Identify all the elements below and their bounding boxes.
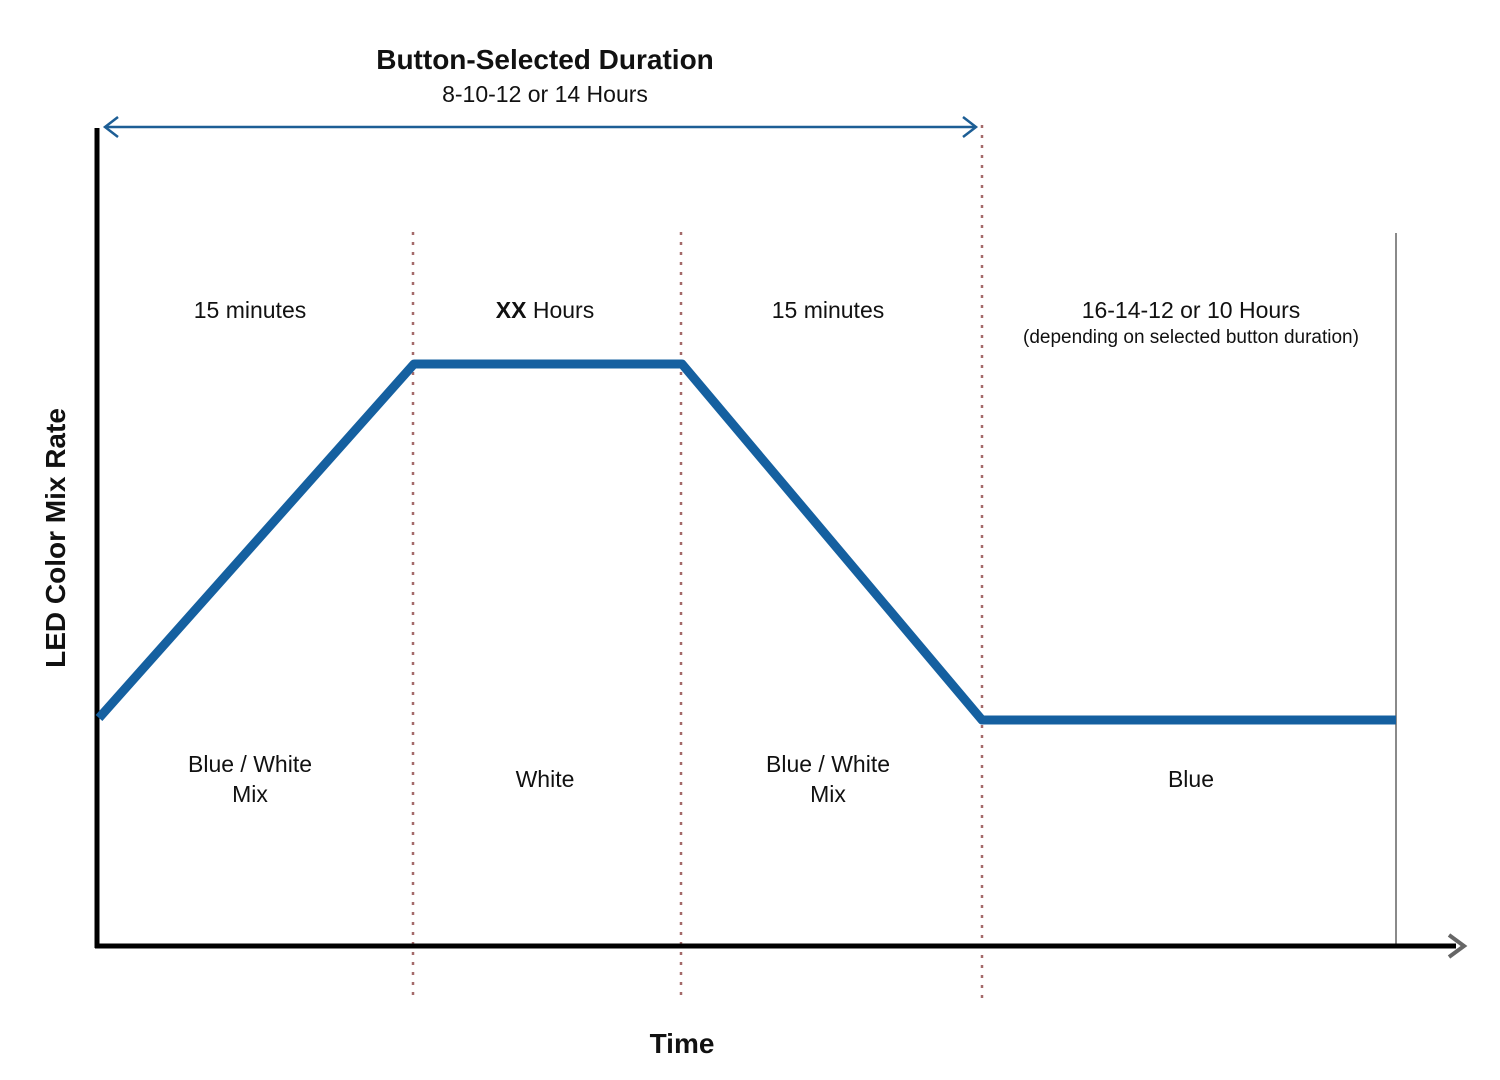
- color-mix-profile-line: [95, 359, 1396, 725]
- duration-title: Button-Selected Duration: [376, 44, 714, 75]
- segment-1-color-line-2: Mix: [232, 781, 268, 807]
- y-axis-label: LED Color Mix Rate: [40, 408, 71, 668]
- duration-subtitle: 8-10-12 or 14 Hours: [442, 81, 648, 107]
- x-axis-arrow-icon: [1447, 933, 1468, 959]
- segment-2-color: White: [516, 766, 575, 792]
- segment-1-color-line-1: Blue / White: [188, 751, 312, 777]
- segment-1-duration: 15 minutes: [194, 297, 307, 323]
- duration-span-arrow: [102, 116, 979, 138]
- segment-3-color-line-1: Blue / White: [766, 751, 890, 777]
- axes: [94, 128, 1456, 949]
- segment-3-color-line-2: Mix: [810, 781, 846, 807]
- segment-3-duration: 15 minutes: [772, 297, 885, 323]
- segment-2-duration: XX Hours: [496, 297, 594, 323]
- segment-2-duration-value: XX: [496, 297, 527, 323]
- segment-4-duration: 16-14-12 or 10 Hours: [1082, 297, 1301, 323]
- segment-2-duration-unit: Hours: [526, 297, 594, 323]
- segment-4-duration-note: (depending on selected button duration): [1023, 327, 1359, 348]
- segment-4-color: Blue: [1168, 766, 1214, 792]
- x-axis-label: Time: [650, 1028, 715, 1059]
